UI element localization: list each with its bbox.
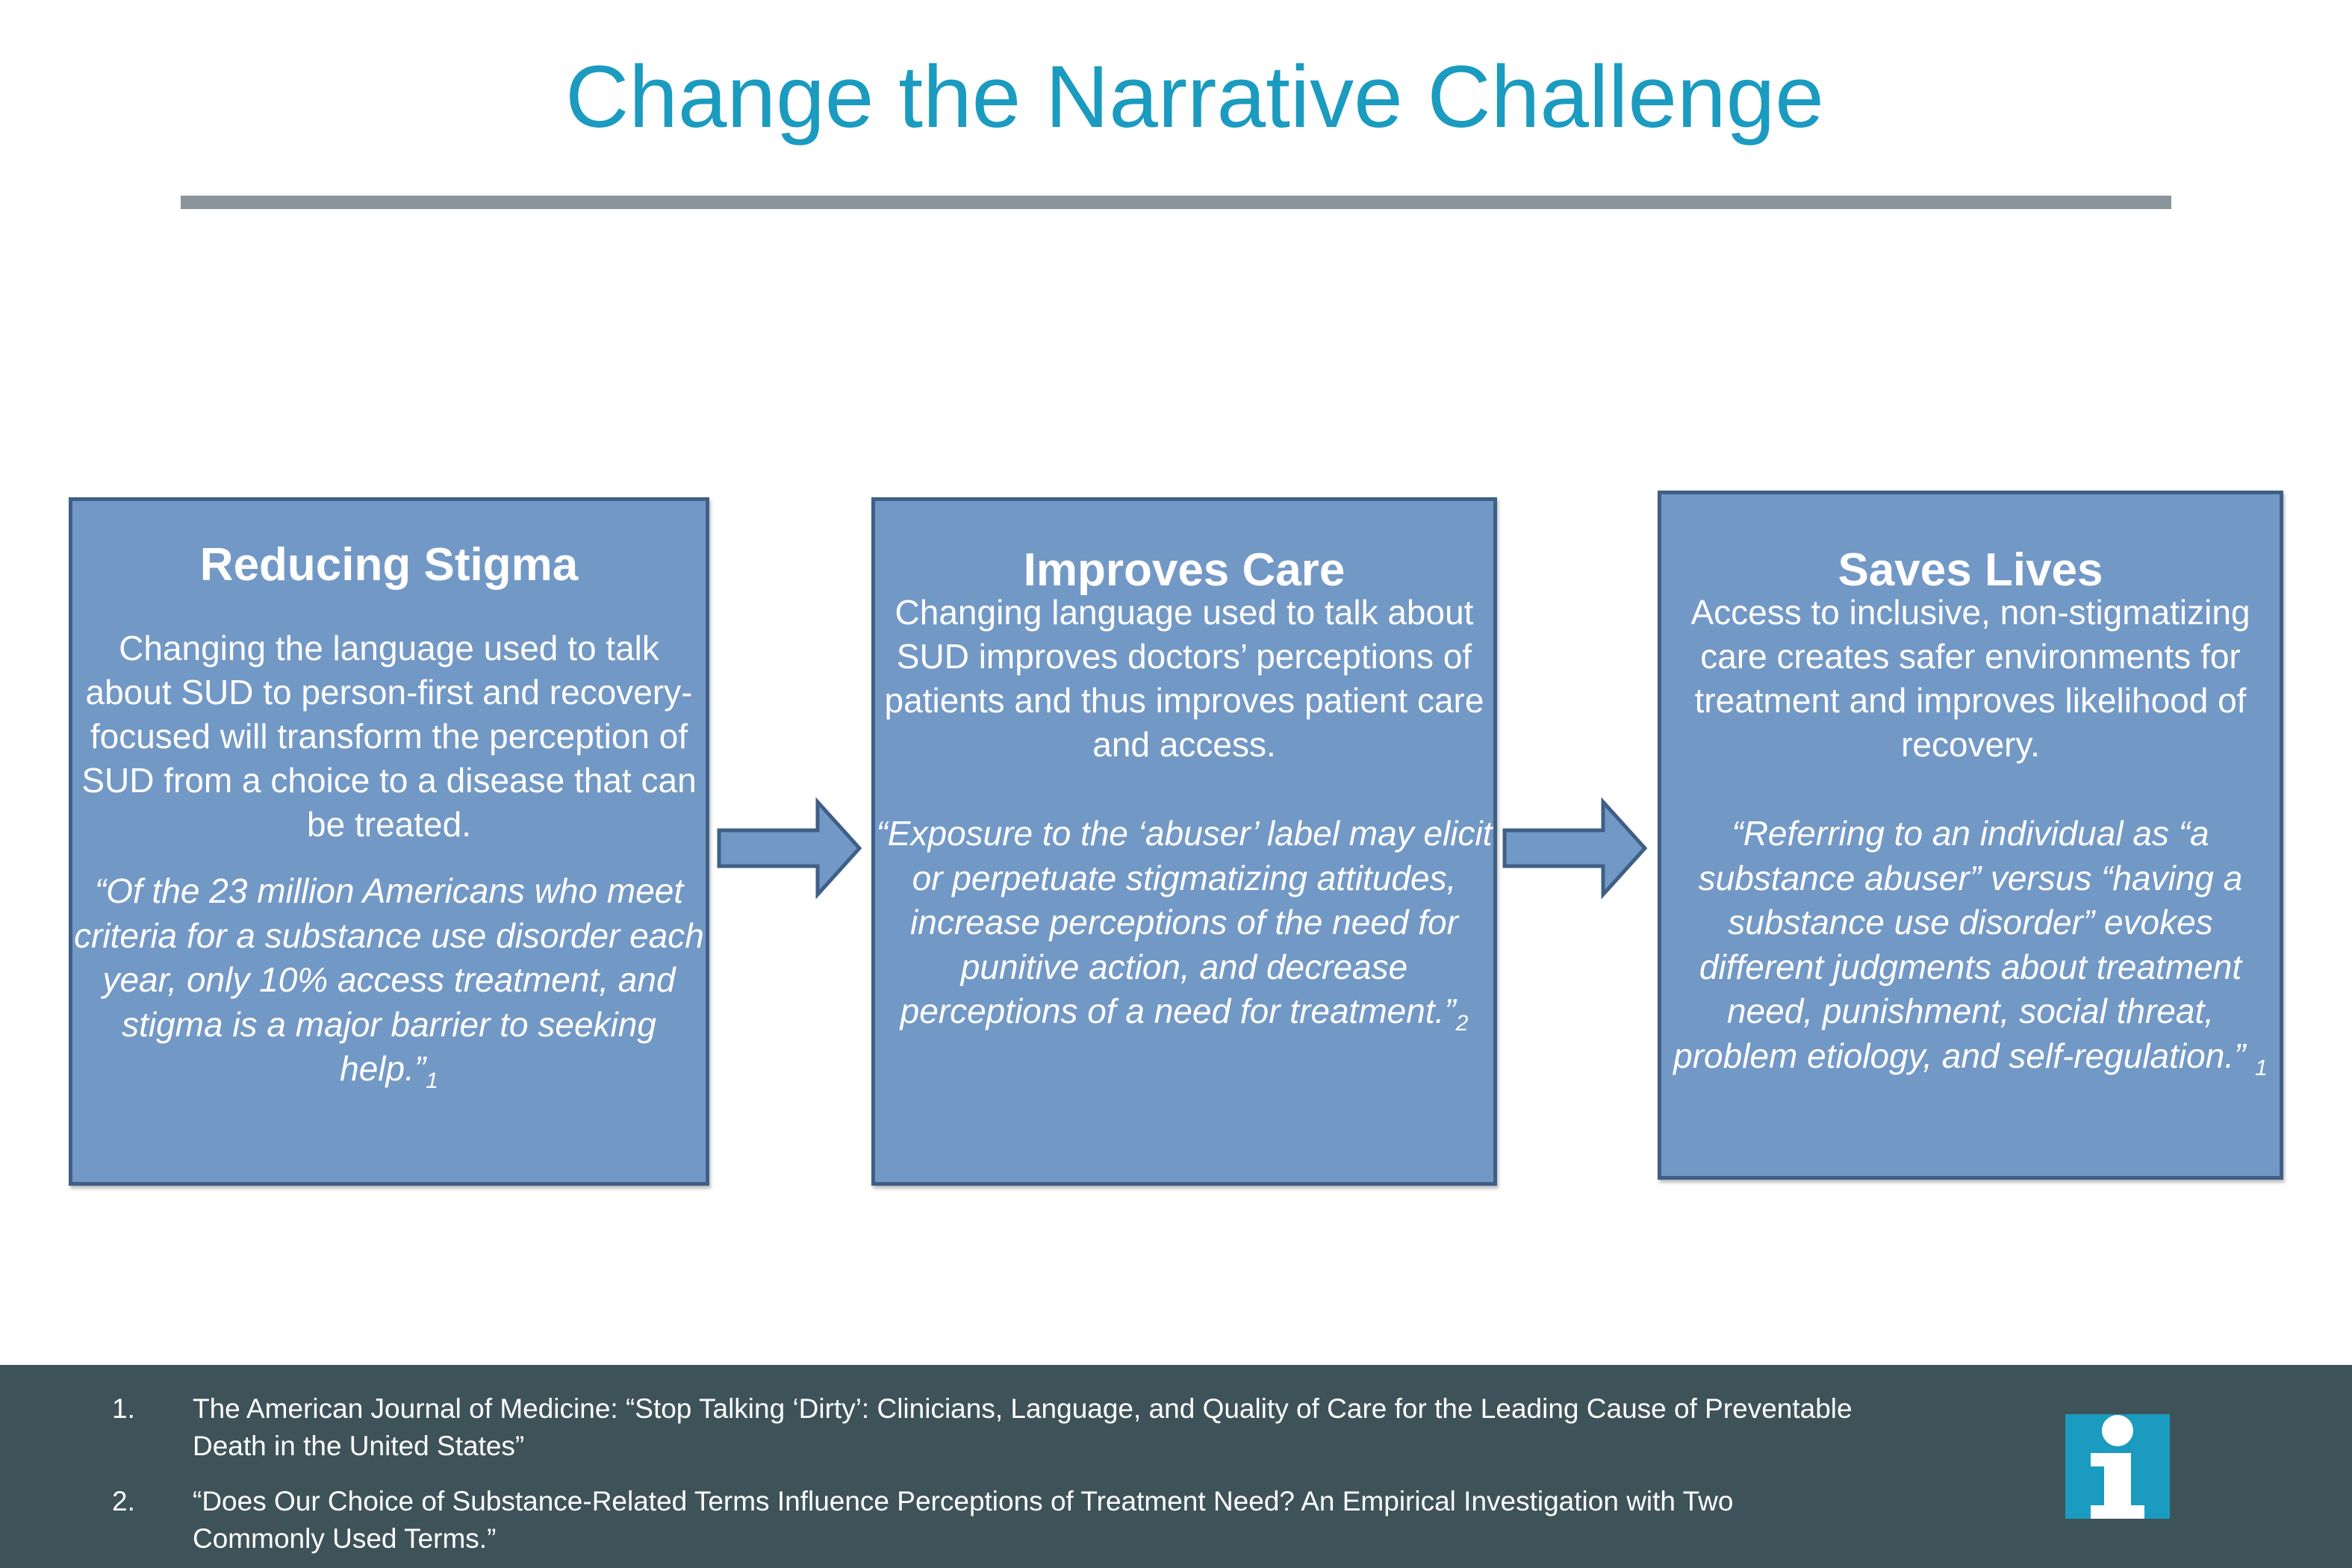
page-title: Change the Narrative Challenge — [565, 48, 1824, 146]
box-quote: “Exposure to the ‘abuser’ label may elic… — [875, 812, 1493, 1036]
box-reducing-stigma: Reducing Stigma Changing the language us… — [69, 497, 709, 1186]
info-i-logo — [2065, 1414, 2170, 1519]
reference-number: 2. — [112, 1486, 135, 1516]
title-divider — [181, 196, 2171, 209]
quote-text: “Of the 23 million Americans who meet cr… — [74, 871, 704, 1088]
box-improves-care: Improves Care Changing language used to … — [871, 497, 1497, 1186]
box-body: Changing the language used to talk about… — [81, 629, 697, 844]
reference-text: “Does Our Choice of Substance-Related Te… — [193, 1486, 1734, 1554]
citation-marker: 1 — [2255, 1055, 2268, 1080]
box-body: Access to inclusive, non-stigmatizing ca… — [1690, 593, 2250, 764]
right-arrow-icon — [717, 797, 862, 900]
reference-number: 1. — [112, 1393, 135, 1424]
box-title: Reducing Stigma — [199, 539, 579, 591]
citation-marker: 2 — [1455, 1011, 1469, 1036]
box-title: Improves Care — [1023, 544, 1345, 596]
quote-text: “Exposure to the ‘abuser’ label may elic… — [876, 814, 1493, 1030]
reference-text: The American Journal of Medicine: “Stop … — [193, 1393, 1852, 1461]
references-footer — [0, 1365, 2352, 1568]
box-quote: “Of the 23 million Americans who meet cr… — [72, 869, 706, 1092]
citation-marker: 1 — [426, 1068, 438, 1093]
box-body: Changing language used to talk about SUD… — [884, 593, 1484, 764]
right-arrow-icon — [1502, 797, 1648, 900]
box-quote: “Referring to an individual as “a substa… — [1661, 812, 2280, 1080]
box-saves-lives: Saves Lives Access to inclusive, non-sti… — [1658, 491, 2283, 1180]
quote-text: “Referring to an individual as “a substa… — [1673, 814, 2256, 1075]
box-title: Saves Lives — [1838, 544, 2103, 596]
